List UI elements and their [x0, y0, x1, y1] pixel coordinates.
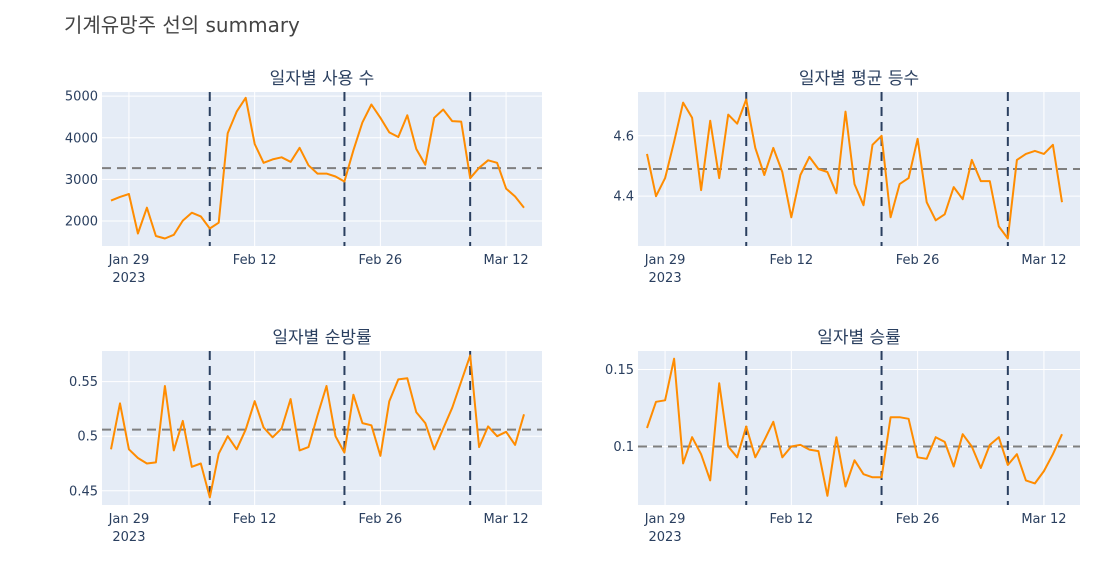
y-tick-label: 0.5	[77, 430, 98, 445]
subplot-title: 일자별 승률	[817, 328, 901, 348]
x-tick-sublabel: 2023	[112, 530, 145, 545]
subplot-4: 0.1 0.15 Jan 29 2023 Feb 12 Feb 26 Mar 12 일자별 승…	[605, 328, 1080, 545]
x-tick-label: Feb 12	[233, 512, 277, 527]
y-tick-label: 4.4	[613, 190, 634, 205]
x-tick-label: Jan 29	[108, 253, 150, 268]
x-tick-label: Mar 12	[483, 253, 528, 268]
x-tick-label: Jan 29	[644, 512, 686, 527]
y-tick-label: 3000	[65, 173, 98, 188]
series-line	[110, 354, 525, 499]
subplot-title: 일자별 평균 등수	[799, 69, 919, 89]
figure-title: 기계유망주 선의 summary	[64, 13, 300, 37]
subplot-title: 일자별 순방률	[272, 328, 371, 348]
subplot-3: 0.45 0.5 0.55 Jan 29 2023 Feb 12 Feb 26 Mar 12 일…	[69, 328, 542, 545]
x-tick-label: Feb 12	[233, 253, 277, 268]
subplot-2: 4.4 4.6 Jan 29 2023 Feb 12 Feb 26 Mar 12 일자별 평균…	[613, 69, 1080, 286]
subplot-1: 2000 3000 4000 5000 Jan 29 2023 Feb 12 Feb 26 Ma…	[65, 69, 542, 286]
x-tick-label: Feb 26	[359, 253, 403, 268]
x-tick-sublabel: 2023	[649, 271, 682, 286]
y-tick-label: 0.55	[69, 375, 98, 390]
x-tick-sublabel: 2023	[112, 271, 145, 286]
x-tick-label: Feb 12	[769, 512, 813, 527]
series-line	[110, 96, 525, 240]
y-tick-label: 5000	[65, 90, 98, 105]
subplot-title: 일자별 사용 수	[270, 69, 375, 89]
x-tick-label: Feb 12	[769, 253, 813, 268]
y-tick-label: 4000	[65, 131, 98, 146]
x-tick-label: Jan 29	[108, 512, 150, 527]
x-tick-label: Mar 12	[1021, 512, 1066, 527]
x-tick-label: Mar 12	[483, 512, 528, 527]
y-tick-label: 0.15	[605, 363, 634, 378]
y-tick-label: 2000	[65, 215, 98, 230]
plot-area	[638, 351, 1080, 505]
x-tick-sublabel: 2023	[649, 530, 682, 545]
x-tick-label: Feb 26	[359, 512, 403, 527]
series-line	[646, 357, 1063, 497]
y-tick-label: 0.1	[613, 440, 634, 455]
y-tick-label: 4.6	[613, 129, 634, 144]
series-line	[646, 98, 1063, 240]
y-tick-label: 0.45	[69, 484, 98, 499]
x-tick-label: Mar 12	[1021, 253, 1066, 268]
x-tick-label: Feb 26	[896, 253, 940, 268]
x-tick-label: Jan 29	[644, 253, 686, 268]
plot-area	[102, 351, 542, 505]
x-tick-label: Feb 26	[896, 512, 940, 527]
